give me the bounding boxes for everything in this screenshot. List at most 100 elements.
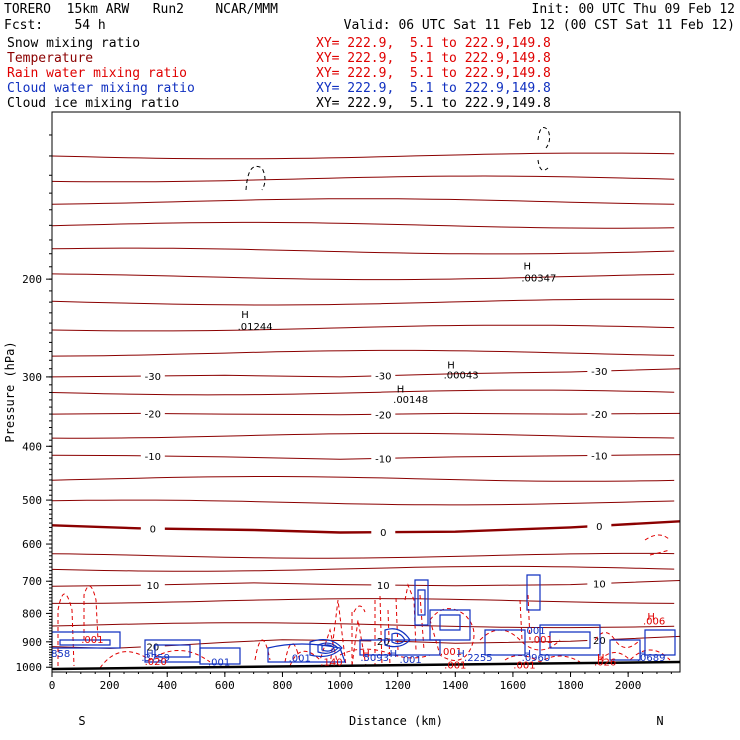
contour-label: H — [647, 612, 655, 623]
contour-label: H — [597, 653, 605, 664]
isotherm-label-bg — [371, 369, 396, 382]
legend-temperature-xy: XY= 222.9, 5.1 to 222.9,149.8 — [316, 51, 551, 66]
isotherm-label: -30 — [145, 372, 161, 383]
cloud-ice-contour — [537, 159, 549, 171]
isotherm-label-bg — [140, 449, 165, 462]
contour-label: .001 — [400, 655, 422, 666]
y-tick-label: 300 — [22, 371, 42, 384]
contour-label: H — [241, 310, 249, 321]
contour-label: .001 — [289, 653, 311, 664]
contour-label: 858 — [51, 649, 70, 660]
contour-label: H — [457, 649, 465, 660]
legend-snow-xy: XY= 222.9, 5.1 to 222.9,149.8 — [316, 36, 551, 51]
contour-label: .001 — [444, 661, 466, 672]
isotherm-0 — [51, 520, 681, 534]
isotherm-line — [51, 152, 675, 160]
isotherm-label: -10 — [375, 454, 391, 465]
cloud-ice-contour — [245, 165, 266, 191]
isotherm-line — [51, 349, 675, 357]
ground-line — [51, 660, 681, 671]
y-axis-label: Pressure (hPa) — [3, 341, 17, 442]
legend-rain-label: Rain water mixing ratio — [7, 66, 188, 81]
rain-contour — [429, 608, 475, 661]
forecast-hour: Fcst: 54 h — [4, 18, 106, 33]
contour-label: .5093 — [360, 653, 389, 664]
cloud-water-contour — [384, 628, 411, 648]
x-tick-label: 2000 — [615, 679, 642, 692]
isotherm-label: -10 — [145, 452, 161, 463]
contour-label: H — [146, 649, 154, 660]
legend-temperature-label: Temperature — [7, 51, 94, 66]
isotherm-label-bg — [587, 407, 612, 420]
isotherm-label: -20 — [375, 410, 391, 421]
isotherm--10 — [51, 454, 681, 460]
cloud-water-contour — [154, 644, 191, 658]
rain-contour — [644, 534, 671, 556]
contour-label: .020 — [145, 657, 167, 668]
x-tick-label: 600 — [215, 679, 235, 692]
cloud-water-contour — [391, 632, 406, 645]
legend-rain-xy: XY= 222.9, 5.1 to 222.9,149.8 — [316, 66, 551, 81]
x-tick-label: 0 — [49, 679, 56, 692]
isotherm-label-bg — [140, 522, 165, 535]
isotherm-label: 10 — [377, 581, 390, 592]
isotherm-label-bg — [140, 407, 165, 420]
rain-contour — [374, 595, 399, 667]
rain-contour — [351, 605, 366, 666]
contour-label: .00347 — [521, 274, 556, 285]
isotherm-label: 10 — [593, 580, 606, 591]
contour-label: .026 — [594, 658, 616, 669]
x-tick-label: 400 — [157, 679, 177, 692]
contour-label: H — [390, 649, 398, 660]
rain-contour — [519, 594, 531, 641]
isotherm-label: 0 — [380, 528, 386, 539]
south-label: S — [78, 714, 85, 728]
isotherm-label-bg — [587, 449, 612, 462]
north-label: N — [656, 714, 663, 728]
contour-label: H — [524, 261, 532, 272]
rain-contour — [599, 649, 671, 661]
init-time: Init: 00 UTC Thu 09 Feb 12 — [531, 2, 736, 17]
cloud-water-contour — [609, 639, 641, 661]
x-tick-label: 1600 — [500, 679, 527, 692]
cloud-water-contour — [317, 642, 339, 654]
isotherm-line — [51, 221, 675, 229]
isotherm--20 — [51, 412, 681, 416]
y-tick-label: 200 — [22, 273, 42, 286]
cloud-water-contour — [359, 639, 441, 656]
isotherm-line — [51, 198, 675, 205]
isotherm-line — [51, 552, 675, 559]
isotherm-label-bg — [587, 577, 612, 590]
isotherm-label: -30 — [375, 372, 391, 383]
contour-label: .001 — [531, 635, 553, 646]
cloud-water-contour — [539, 624, 601, 656]
isotherm-20 — [51, 635, 681, 649]
contour-labels: H.01244H.00043H.00148H.00347H.006.001.00… — [51, 261, 665, 671]
contour-label: .3759 — [141, 653, 170, 664]
cloud-water-contours — [51, 574, 676, 665]
isotherm-label-bg — [587, 519, 612, 532]
cloud-water-contour — [414, 579, 429, 626]
isotherm-label: -30 — [591, 367, 607, 378]
cloud-ice-contour — [537, 127, 551, 149]
cloud-water-contour — [549, 631, 591, 649]
cloud-water-contour — [526, 574, 541, 611]
x-tick-label: 800 — [273, 679, 293, 692]
x-tick-label: 1800 — [557, 679, 584, 692]
rain-contour — [99, 650, 211, 669]
cloud-water-contour — [417, 589, 426, 616]
legend-cloud-ice-label: Cloud ice mixing ratio — [7, 96, 180, 111]
cloud-water-contour — [321, 644, 335, 652]
isotherm-label: -20 — [145, 410, 161, 421]
isotherm-line — [51, 622, 675, 629]
legend-cloud-water-xy: XY= 222.9, 5.1 to 222.9,149.8 — [316, 81, 551, 96]
isotherm-label-bg — [371, 579, 396, 592]
isotherm-label: 10 — [146, 581, 159, 592]
rain-contour — [479, 629, 561, 651]
y-tick-label: 800 — [22, 607, 42, 620]
model-title: TORERO 15km ARW Run2 NCAR/MMM — [4, 2, 278, 17]
isotherm-label-bg — [371, 408, 396, 421]
contour-label: H — [639, 649, 647, 660]
contour-label: .006 — [643, 617, 665, 628]
isotherm-label-bg — [140, 579, 165, 592]
